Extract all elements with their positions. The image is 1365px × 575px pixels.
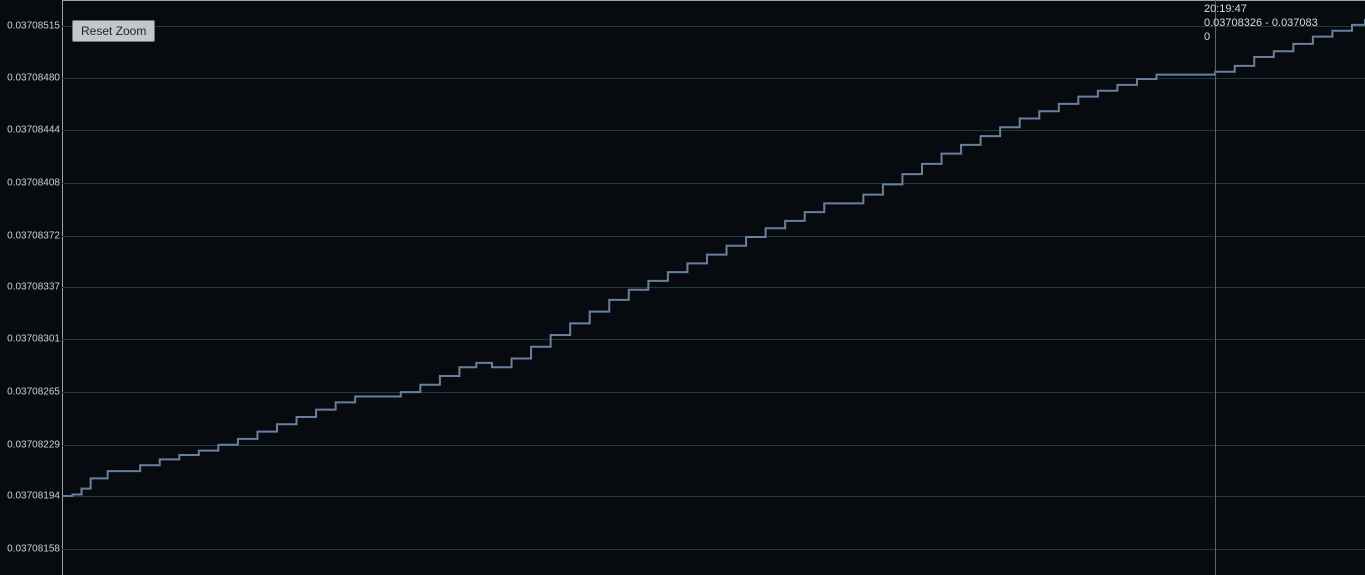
y-tick-label: 0.03708515: [7, 21, 60, 32]
y-tick-label: 0.03708265: [7, 387, 60, 398]
tooltip-line: 20:19:47: [1204, 2, 1318, 16]
tooltip-line: 0: [1204, 30, 1318, 44]
y-tick-label: 0.03708158: [7, 543, 60, 554]
y-tick-label: 0.03708372: [7, 230, 60, 241]
y-tick-label: 0.03708408: [7, 177, 60, 188]
crosshair-vertical: [1215, 0, 1216, 575]
y-tick-label: 0.03708444: [7, 125, 60, 136]
hover-tooltip: 20:19:470.03708326 - 0.0370830: [1204, 2, 1318, 44]
y-tick-label: 0.03708337: [7, 281, 60, 292]
tooltip-line: 0.03708326 - 0.037083: [1204, 16, 1318, 30]
y-tick-label: 0.03708194: [7, 490, 60, 501]
y-tick-label: 0.03708301: [7, 334, 60, 345]
y-tick-label: 0.03708229: [7, 439, 60, 450]
chart-container: 0.03708158 0.03708194 0.03708229 0.03708265…: [0, 0, 1365, 575]
y-axis: 0.03708158 0.03708194 0.03708229 0.03708265…: [0, 0, 62, 575]
y-tick-label: 0.03708480: [7, 72, 60, 83]
plot-area[interactable]: 20:19:470.03708326 - 0.0370830: [62, 0, 1365, 575]
price-series: [62, 0, 1365, 575]
reset-zoom-button[interactable]: Reset Zoom: [72, 20, 155, 42]
